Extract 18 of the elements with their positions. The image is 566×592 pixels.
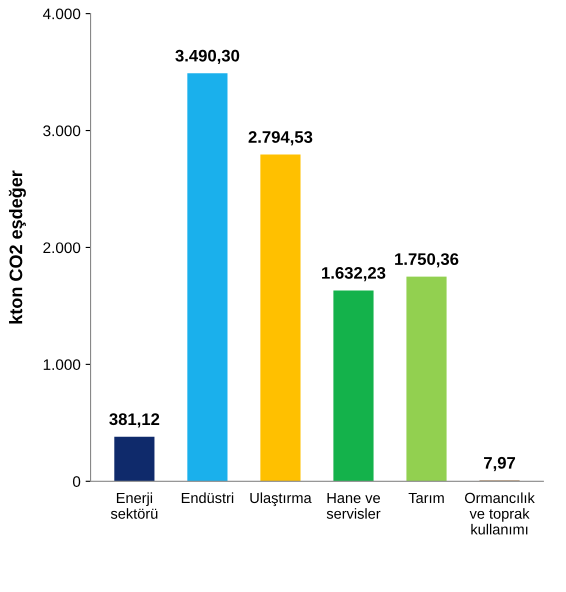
y-tick-label: 0 <box>72 476 80 487</box>
x-tick-label: Ormancılık ve toprak kullanımı <box>464 492 535 535</box>
data-label: 7,97 <box>484 456 516 472</box>
data-label: 3.490,30 <box>175 50 240 64</box>
data-label: 1.632,23 <box>322 267 386 282</box>
x-tick-label: Enerji sektörü <box>110 492 158 519</box>
y-tick-label: 3.000 <box>43 125 80 136</box>
x-tick-label: Ulaştırma <box>250 492 312 506</box>
y-tick-label: 2.000 <box>43 242 80 254</box>
y-tick-label: 4.000 <box>42 8 80 20</box>
data-label: 381,12 <box>109 413 160 428</box>
data-label: 1.750,36 <box>395 253 458 268</box>
y-tick-label: 1.000 <box>44 359 80 370</box>
x-tick-label: Hane ve servisler <box>326 492 380 519</box>
x-tick-label: Endüstri <box>182 492 234 504</box>
data-label: 2.794,53 <box>248 131 312 146</box>
x-tick-label: Tarım <box>408 492 444 504</box>
y-axis-title: kton CO2 eşdeğer <box>8 170 26 324</box>
